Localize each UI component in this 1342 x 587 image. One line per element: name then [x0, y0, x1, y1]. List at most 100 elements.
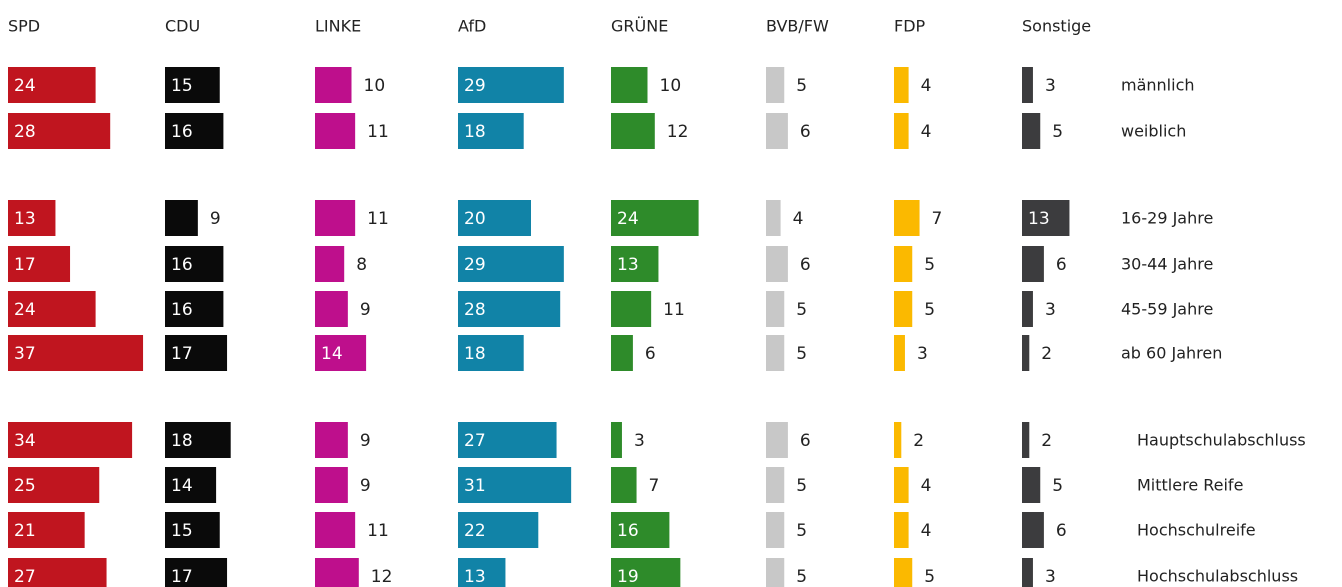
- value-label: 4: [921, 476, 932, 496]
- bar: [458, 113, 524, 149]
- bar: [315, 335, 367, 371]
- bar: [8, 422, 133, 458]
- row-label: Mittlere Reife: [1137, 476, 1243, 495]
- bar: [165, 67, 220, 103]
- value-label: 11: [367, 122, 389, 142]
- bar: [1022, 67, 1033, 103]
- value-label: 16: [171, 300, 193, 320]
- bar: [894, 200, 920, 236]
- value-label: 2: [1041, 344, 1052, 364]
- value-label: 34: [14, 431, 36, 451]
- value-label: 12: [371, 567, 393, 587]
- value-label: 11: [663, 300, 685, 320]
- value-label: 5: [924, 255, 935, 275]
- bar: [894, 467, 909, 503]
- bar: [611, 467, 637, 503]
- value-label: 6: [1056, 255, 1067, 275]
- bar: [1022, 422, 1030, 458]
- row-label: männlich: [1121, 76, 1195, 95]
- value-label: 9: [360, 300, 371, 320]
- row-label: 16-29 Jahre: [1121, 209, 1213, 228]
- bar: [8, 67, 96, 103]
- value-label: 14: [171, 476, 193, 496]
- bar: [458, 512, 539, 548]
- row-label: 45-59 Jahre: [1121, 300, 1213, 319]
- column-header: AfD: [458, 17, 486, 36]
- value-label: 18: [171, 431, 193, 451]
- value-label: 15: [171, 76, 193, 96]
- value-label: 18: [464, 122, 486, 142]
- bar: [165, 113, 224, 149]
- value-label: 16: [617, 521, 639, 541]
- bar: [611, 67, 648, 103]
- bar: [315, 246, 345, 282]
- bar: [8, 512, 85, 548]
- bar: [766, 291, 785, 327]
- value-label: 13: [464, 567, 486, 587]
- bar: [766, 512, 785, 548]
- bar: [458, 422, 557, 458]
- bar: [611, 512, 670, 548]
- bar: [8, 335, 144, 371]
- value-label: 16: [171, 122, 193, 142]
- value-label: 31: [464, 476, 486, 496]
- value-label: 5: [796, 521, 807, 541]
- value-label: 24: [14, 76, 36, 96]
- value-label: 29: [464, 76, 486, 96]
- bar: [315, 67, 352, 103]
- value-label: 5: [796, 76, 807, 96]
- value-label: 6: [800, 431, 811, 451]
- value-label: 13: [14, 209, 36, 229]
- bar: [8, 291, 96, 327]
- value-label: 17: [171, 344, 193, 364]
- column-header: LINKE: [315, 17, 361, 36]
- value-label: 3: [1045, 76, 1056, 96]
- column-header: GRÜNE: [611, 17, 668, 36]
- bar: [766, 422, 788, 458]
- value-label: 5: [796, 476, 807, 496]
- bar: [766, 467, 785, 503]
- value-label: 4: [921, 76, 932, 96]
- bar: [766, 335, 785, 371]
- bar: [165, 422, 231, 458]
- bar: [315, 558, 359, 587]
- bar: [458, 67, 564, 103]
- bar: [165, 467, 217, 503]
- bar: [894, 512, 909, 548]
- bar: [165, 335, 228, 371]
- bar: [315, 200, 356, 236]
- bar: [315, 113, 356, 149]
- value-label: 5: [796, 567, 807, 587]
- bar: [1022, 200, 1070, 236]
- bar: [458, 467, 572, 503]
- bar: [458, 246, 564, 282]
- row-label: Hochschulreife: [1137, 521, 1256, 540]
- value-label: 4: [921, 122, 932, 142]
- bar: [165, 558, 228, 587]
- row-label: Hauptschulabschluss: [1137, 431, 1306, 450]
- bar: [894, 113, 909, 149]
- value-label: 2: [1041, 431, 1052, 451]
- value-label: 5: [924, 567, 935, 587]
- row-label: Hochschulabschluss: [1137, 567, 1298, 586]
- bar: [894, 335, 905, 371]
- bar: [1022, 512, 1044, 548]
- value-label: 9: [210, 209, 221, 229]
- row-label: 30-44 Jahre: [1121, 255, 1213, 274]
- value-label: 2: [913, 431, 924, 451]
- bar: [1022, 113, 1041, 149]
- bar: [8, 467, 100, 503]
- column-header: SPD: [8, 17, 40, 36]
- value-label: 5: [796, 344, 807, 364]
- column-header: Sonstige: [1022, 17, 1091, 36]
- value-label: 13: [1028, 209, 1050, 229]
- value-label: 17: [14, 255, 36, 275]
- value-label: 27: [464, 431, 486, 451]
- bar: [165, 246, 224, 282]
- value-label: 17: [171, 567, 193, 587]
- value-label: 13: [617, 255, 639, 275]
- bar: [611, 113, 655, 149]
- value-label: 5: [924, 300, 935, 320]
- value-label: 9: [360, 476, 371, 496]
- bar: [8, 558, 107, 587]
